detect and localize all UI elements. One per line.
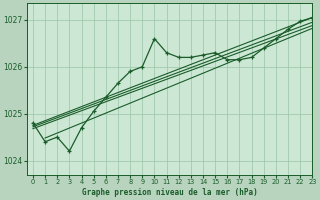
X-axis label: Graphe pression niveau de la mer (hPa): Graphe pression niveau de la mer (hPa) [82, 188, 258, 197]
